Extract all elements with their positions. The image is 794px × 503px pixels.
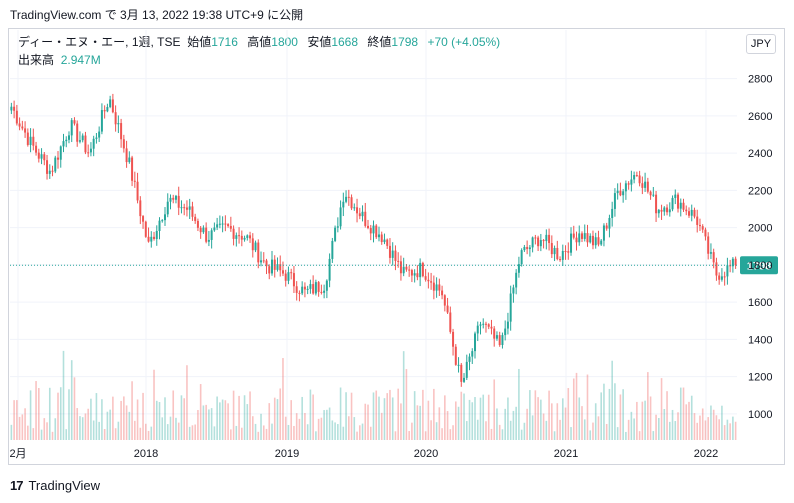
close-label: 終値 (367, 35, 392, 49)
currency-button[interactable]: JPY (746, 34, 776, 54)
chart-frame (8, 28, 785, 465)
legend-row-volume: 出来高 2.947M (18, 52, 500, 69)
change-value: +70 (+4.05%) (427, 35, 501, 49)
high-label: 高値 (247, 35, 272, 49)
chart-legend: ディー・エヌ・エー, 1週, TSE 始値1716 高値1800 安値1668 … (18, 34, 500, 69)
brand-name: TradingView (28, 478, 101, 493)
symbol-label: ディー・エヌ・エー, 1週, TSE (18, 35, 181, 49)
open-value: 1716 (211, 35, 238, 49)
publish-info: TradingView.com で 3月 13, 2022 19:38 UTC+… (10, 8, 304, 22)
legend-row-ohlc: ディー・エヌ・エー, 1週, TSE 始値1716 高値1800 安値1668 … (18, 34, 500, 51)
high-value: 1800 (271, 35, 298, 49)
footer: 17 TradingView (10, 478, 100, 493)
low-label: 安値 (307, 35, 332, 49)
low-value: 1668 (331, 35, 359, 49)
volume-label: 出来高 (18, 53, 55, 67)
tradingview-logo-icon: 17 (10, 478, 24, 493)
volume-value: 2.947M (60, 53, 101, 67)
open-label: 始値 (187, 35, 212, 49)
close-value: 1798 (391, 35, 419, 49)
